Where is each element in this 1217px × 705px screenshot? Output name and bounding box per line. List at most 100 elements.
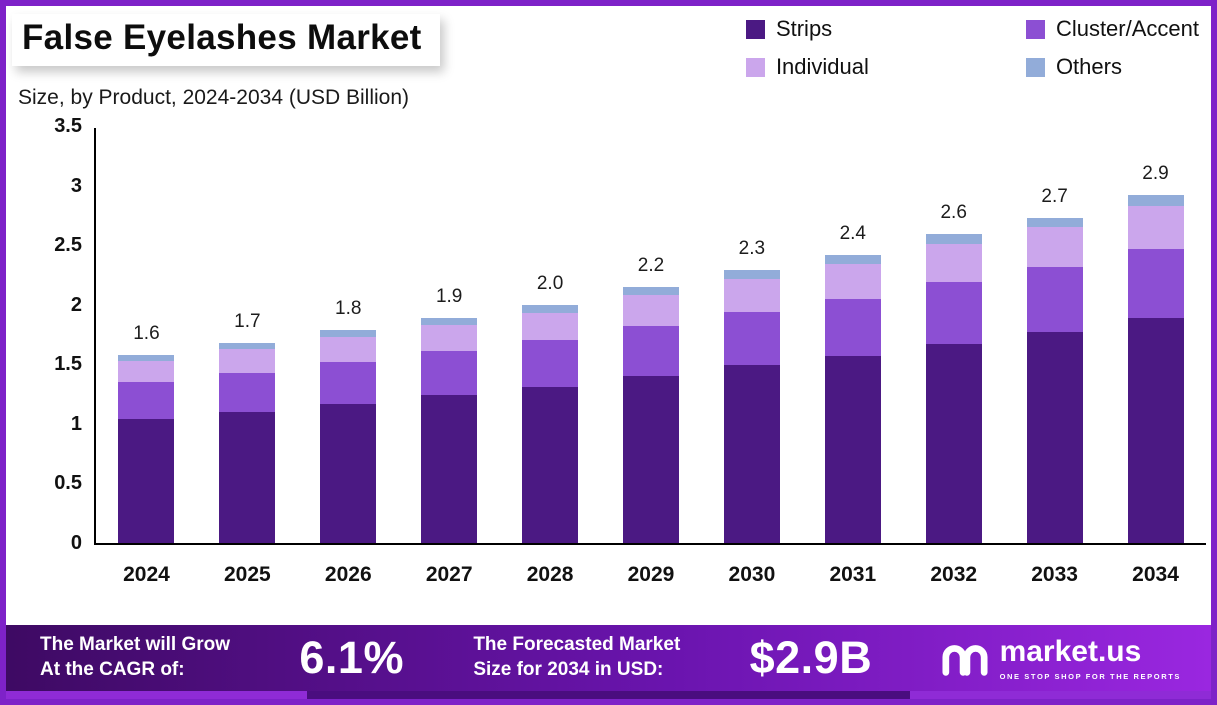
bar-segment-individual: [925, 243, 982, 283]
stacked-bar: [1127, 195, 1184, 543]
bar-segment-strips: [421, 395, 478, 543]
legend-item: Cluster/Accent: [1025, 16, 1199, 42]
stacked-bar: [723, 270, 780, 543]
legend-swatch: [1025, 19, 1045, 39]
cagr-value: 6.1%: [299, 632, 404, 683]
x-tick-label: 2026: [324, 563, 372, 586]
stacked-bar: [118, 354, 175, 543]
bar-segment-cluster-accent: [421, 351, 478, 396]
legend-swatch: [745, 19, 765, 39]
bar-segment-strips: [219, 411, 276, 543]
bar-segment-others: [219, 342, 276, 349]
bar-total-label: 2.3: [738, 238, 766, 260]
y-tick-label: 0.5: [54, 472, 82, 495]
stacked-bar: [522, 304, 579, 543]
forecast-label-line2: Size for 2034 in USD:: [473, 659, 664, 680]
cagr-label-line1: The Market will Grow: [40, 634, 231, 656]
y-tick-label: 2.5: [54, 234, 82, 257]
bar-segment-individual: [118, 360, 175, 383]
plot-area: 1.6 2024 1.7 2025 1.8 2026 1.9 2027 2.0 2028 2.2 20…: [94, 128, 1206, 586]
bar-segment-others: [421, 317, 478, 325]
bar-segment-individual: [320, 336, 377, 362]
y-axis: 3.5 3 2.5 2 1.5 1 0.5 0: [6, 115, 82, 554]
bar-segment-strips: [723, 365, 780, 543]
cagr-label-line2: At the CAGR of:: [40, 659, 185, 680]
bar-total-label: 1.9: [435, 285, 463, 307]
x-tick-label: 2027: [425, 563, 473, 586]
bar-segment-cluster-accent: [622, 326, 679, 377]
stacked-bar: [320, 329, 377, 543]
x-tick-label: 2024: [123, 563, 170, 586]
bar-segment-individual: [622, 295, 679, 327]
bar-segment-cluster-accent: [522, 340, 579, 387]
legend-label: Cluster/Accent: [1055, 16, 1199, 41]
bars-row: 1.6 2024 1.7 2025 1.8 2026 1.9 2027 2.0 2028 2.2 20…: [96, 128, 1206, 586]
cagr-label: The Market will Grow At the CAGR of:: [40, 633, 230, 682]
y-tick-label: 3.5: [54, 115, 82, 137]
y-tick-label: 1.5: [54, 353, 82, 376]
bar-total-label: 1.8: [335, 297, 362, 319]
bar-segment-cluster-accent: [118, 382, 175, 420]
bar-column: 2.0 2028: [500, 128, 601, 586]
x-tick-label: 2028: [526, 563, 574, 586]
bar-segment-strips: [118, 419, 175, 543]
stacked-bar: [1026, 217, 1083, 543]
x-tick-label: 2029: [627, 563, 675, 586]
bar-segment-strips: [824, 355, 881, 543]
forecast-value: $2.9B: [749, 632, 873, 683]
bar-segment-cluster-accent: [1127, 248, 1184, 318]
brand-name: market.us: [999, 635, 1142, 668]
bar-column: 1.8 2026: [298, 128, 399, 586]
x-tick-label: 2034: [1132, 563, 1179, 586]
bar-column: 1.6 2024: [96, 128, 197, 586]
bar-segment-others: [824, 254, 881, 265]
bar-total-label: 2.2: [637, 254, 665, 276]
page-title: False Eyelashes Market: [12, 14, 440, 66]
bar-segment-strips: [1026, 332, 1083, 543]
bar-column: 2.9 2034: [1105, 128, 1206, 586]
footer-banner: The Market will Grow At the CAGR of: 6.1…: [6, 625, 1211, 691]
legend-item: Individual: [745, 54, 1026, 80]
legend-swatch: [1025, 57, 1045, 77]
x-tick-label: 2033: [1031, 563, 1078, 586]
stacked-bar: [421, 317, 478, 543]
legend-label: Individual: [775, 54, 869, 79]
bar-segment-cluster-accent: [925, 282, 982, 345]
bar-column: 2.7 2033: [1004, 128, 1105, 586]
bar-segment-individual: [421, 324, 478, 352]
bar-column: 2.2 2029: [601, 128, 702, 586]
bar-segment-others: [925, 234, 982, 244]
bar-segment-strips: [320, 403, 377, 543]
chart-subtitle: Size, by Product, 2024-2034 (USD Billion…: [18, 86, 410, 109]
bar-column: 2.6 2032: [903, 128, 1004, 586]
chart-legend: Strips Cluster/Accent Individual Others: [745, 16, 1199, 80]
legend-item: Others: [1025, 54, 1199, 80]
bar-total-label: 1.6: [133, 322, 160, 344]
bar-column: 1.7 2025: [197, 128, 298, 586]
stacked-bar: [622, 286, 679, 543]
bar-segment-others: [320, 329, 377, 337]
bar-segment-others: [622, 286, 679, 296]
bar-segment-others: [118, 354, 175, 361]
bar-total-label: 2.0: [536, 272, 564, 294]
bar-total-label: 2.6: [940, 202, 967, 224]
bar-column: 2.4 2031: [802, 128, 903, 586]
bar-segment-individual: [522, 313, 579, 341]
stacked-bar: [925, 234, 982, 543]
x-tick-label: 2030: [728, 563, 776, 586]
bottom-accent-bar: [6, 691, 1211, 699]
legend-label: Strips: [775, 16, 833, 41]
brand-tagline: ONE STOP SHOP FOR THE REPORTS: [999, 672, 1181, 681]
brand-logo: market.us ONE STOP SHOP FOR THE REPORTS: [942, 635, 1181, 681]
brand-text: market.us ONE STOP SHOP FOR THE REPORTS: [1000, 635, 1181, 681]
marketus-logo-icon: [942, 645, 988, 676]
bar-segment-individual: [1127, 205, 1184, 249]
bar-column: 2.3 2030: [701, 128, 802, 586]
y-tick-label: 1: [70, 412, 82, 435]
chart-title: False Eyelashes Market: [22, 18, 422, 57]
bar-segment-cluster-accent: [219, 372, 276, 412]
bar-segment-cluster-accent: [723, 311, 780, 366]
bar-segment-strips: [522, 386, 579, 543]
bar-total-label: 2.4: [839, 222, 866, 244]
y-tick-label: 3: [70, 174, 82, 197]
